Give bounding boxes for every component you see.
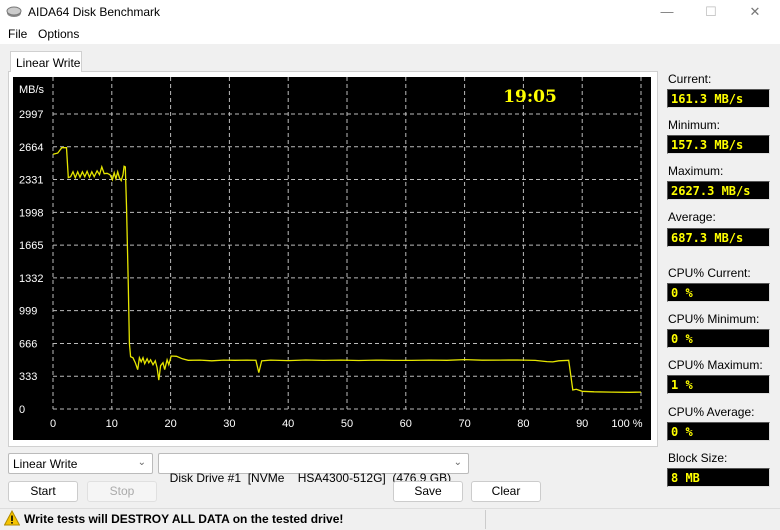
test-type-select[interactable]: Linear Write ⌄ xyxy=(8,453,153,474)
cpu-maximum-label: CPU% Maximum: xyxy=(668,358,763,372)
y-tick-label: 2331 xyxy=(19,175,43,187)
maximum-label: Maximum: xyxy=(668,164,724,178)
status-message: Write tests will DESTROY ALL DATA on the… xyxy=(24,512,344,526)
cpu-average-label: CPU% Average: xyxy=(668,405,755,419)
chevron-down-icon: ⌄ xyxy=(137,457,146,468)
save-button[interactable]: Save xyxy=(393,481,463,502)
x-tick-label: 40 xyxy=(282,418,294,430)
x-tick-label: 20 xyxy=(164,418,176,430)
title-bar: AIDA64 Disk Benchmark — ☐ ✕ xyxy=(0,0,780,24)
drive-select[interactable]: Disk Drive #1 [NVMe HSA4300-512G] (476.9… xyxy=(158,453,469,485)
x-tick-label: 80 xyxy=(517,418,529,430)
chevron-down-icon: ⌄ xyxy=(453,457,462,468)
start-button[interactable]: Start xyxy=(8,481,78,502)
status-divider xyxy=(485,510,486,529)
y-tick-label: 2664 xyxy=(19,142,43,154)
maximize-button[interactable]: ☐ xyxy=(705,4,717,19)
window-title: AIDA64 Disk Benchmark xyxy=(28,5,161,19)
cpu-current-value: 0 % xyxy=(667,283,770,302)
elapsed-timer: 19:05 xyxy=(503,87,557,107)
y-axis-label: MB/s xyxy=(19,84,45,96)
y-tick-label: 999 xyxy=(19,306,37,318)
average-value: 687.3 MB/s xyxy=(667,228,770,247)
y-tick-label: 1998 xyxy=(19,207,43,219)
tab-linear-write[interactable]: Linear Write xyxy=(10,51,82,72)
warning-icon xyxy=(4,510,20,526)
minimum-value: 157.3 MB/s xyxy=(667,135,770,154)
y-tick-label: 1332 xyxy=(19,273,43,285)
y-tick-label: 666 xyxy=(19,338,37,350)
y-tick-label: 2997 xyxy=(19,109,43,121)
block-size-value: 8 MB xyxy=(667,468,770,487)
chart-svg: 0 333 666 999 1332 1665 1998 2331 2664 2997 0 10 20 3… xyxy=(19,77,643,430)
test-type-value: Linear Write xyxy=(13,457,78,471)
x-tick-label: 50 xyxy=(341,418,353,430)
y-tick-label: 0 xyxy=(19,404,25,416)
cpu-maximum-value: 1 % xyxy=(667,375,770,394)
cpu-minimum-label: CPU% Minimum: xyxy=(668,312,760,326)
cpu-current-label: CPU% Current: xyxy=(668,266,751,280)
x-tick-label: 60 xyxy=(400,418,412,430)
maximum-value: 2627.3 MB/s xyxy=(667,181,770,200)
cpu-minimum-value: 0 % xyxy=(667,329,770,348)
status-bar xyxy=(0,508,780,530)
close-button[interactable]: ✕ xyxy=(749,4,761,19)
block-size-label: Block Size: xyxy=(668,451,728,465)
x-tick-label: 70 xyxy=(458,418,470,430)
write-speed-line xyxy=(52,147,642,393)
x-tick-label: 100 % xyxy=(611,418,642,430)
menu-bar xyxy=(0,24,780,44)
menu-options[interactable]: Options xyxy=(38,27,80,41)
x-tick-label: 0 xyxy=(50,418,56,430)
benchmark-chart: 0 333 666 999 1332 1665 1998 2331 2664 2997 0 10 20 3… xyxy=(13,77,651,440)
minimum-label: Minimum: xyxy=(668,118,721,132)
y-tick-label: 1665 xyxy=(19,240,43,252)
average-label: Average: xyxy=(668,210,716,224)
cpu-average-value: 0 % xyxy=(667,422,770,441)
x-tick-label: 30 xyxy=(223,418,235,430)
clear-button[interactable]: Clear xyxy=(471,481,541,502)
stop-button[interactable]: Stop xyxy=(87,481,157,502)
disk-icon xyxy=(6,6,22,17)
y-tick-label: 333 xyxy=(19,371,37,383)
x-tick-label: 90 xyxy=(576,418,588,430)
minimize-button[interactable]: — xyxy=(660,4,674,19)
current-label: Current: xyxy=(668,72,712,86)
x-tick-label: 10 xyxy=(106,418,118,430)
menu-file[interactable]: File xyxy=(8,27,28,41)
current-value: 161.3 MB/s xyxy=(667,89,770,108)
